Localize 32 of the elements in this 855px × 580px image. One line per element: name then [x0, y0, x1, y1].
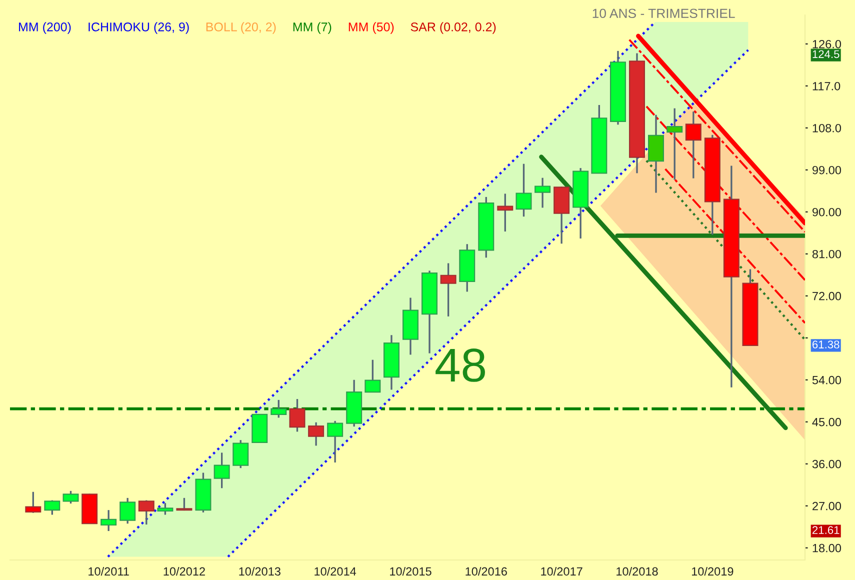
y-tick-label: 81.00 — [812, 250, 842, 258]
text: 124.5 — [812, 50, 840, 58]
x-tick-label: 10/2016 — [466, 566, 507, 576]
annotation: MM (200) — [19, 22, 71, 34]
x-tick-label: 10/2019 — [692, 566, 734, 576]
y-tick-label: 45.00 — [812, 418, 842, 426]
chart-title: 10 ANS - TRIMESTRIEL — [592, 8, 735, 18]
y-tick-label: 117.0 — [812, 82, 840, 90]
x-tick-label: 10/2014 — [314, 566, 356, 576]
y-tick-label: 126.0 — [812, 40, 842, 48]
y-tick-label: 18.00 — [812, 544, 842, 552]
y-tick-label: 27.00 — [812, 502, 842, 510]
annotation: MM (50) — [348, 22, 394, 34]
annotation: 48 — [436, 348, 485, 382]
annotation: ICHIMOKU (26, 9) — [88, 22, 189, 34]
x-tick-label: 10/2015 — [390, 566, 432, 576]
annotation: MM (7) — [293, 22, 332, 34]
y-tick-label: 72.00 — [812, 292, 842, 300]
y-tick-label: 90.00 — [812, 208, 842, 216]
x-tick-label: 10/2012 — [164, 566, 205, 576]
y-tick-label: 36.00 — [812, 460, 842, 468]
text: 21.61 — [812, 526, 840, 534]
y-tick-label: 54.00 — [812, 376, 842, 384]
text: 61.38 — [812, 340, 840, 348]
x-tick-label: 10/2018 — [616, 566, 658, 576]
annotation: BOLL (20, 2) — [206, 22, 276, 34]
x-tick-label: 10/2013 — [239, 566, 280, 576]
annotation: SAR (0.02, 0.2) — [410, 22, 496, 34]
x-tick-label: 10/2017 — [541, 566, 582, 576]
y-tick-label: 99.00 — [812, 166, 842, 174]
y-tick-label: 108.0 — [812, 124, 842, 132]
x-tick-label: 10/2011 — [88, 566, 129, 576]
